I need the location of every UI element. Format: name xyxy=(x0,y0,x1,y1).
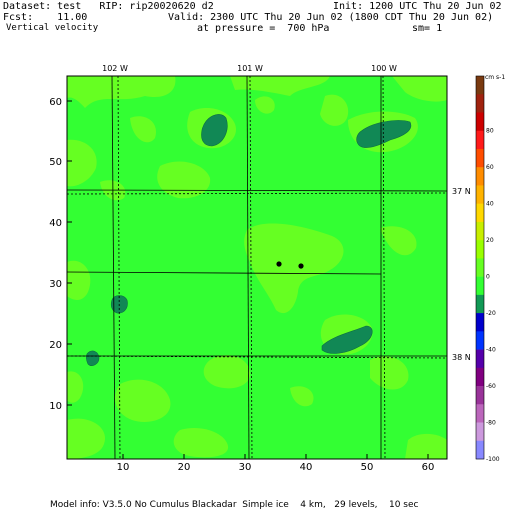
colorbar-label: -100 xyxy=(486,456,500,463)
colorbar-swatch xyxy=(476,148,484,168)
colorbar-swatch xyxy=(476,331,484,350)
colorbar-label: 40 xyxy=(486,201,494,208)
colorbar-swatch xyxy=(476,386,484,405)
x-tick-20: 20 xyxy=(178,462,191,473)
x-tick-40: 40 xyxy=(300,462,313,473)
colorbar-swatch xyxy=(476,76,484,95)
y-tick-20: 20 xyxy=(49,340,62,351)
colorbar-swatch xyxy=(476,276,484,296)
colorbar-swatch xyxy=(476,221,484,241)
political-boundaries xyxy=(67,76,447,459)
dataset-label: Dataset: test RIP: rip20020620 d2 xyxy=(3,1,214,12)
colorbar-label: -20 xyxy=(486,310,496,317)
colorbar-swatch xyxy=(476,203,484,223)
colorbar: 80 60 40 20 0 -20 -40 -60 -80 -100 xyxy=(475,75,500,463)
colorbar-swatch xyxy=(476,167,484,186)
model-info: Model info: V3.5.0 No Cumulus Blackadar … xyxy=(50,500,419,510)
colorbar-swatch xyxy=(476,185,484,204)
colorbar-swatch xyxy=(476,367,484,387)
lon-label-100w: 100 W xyxy=(371,64,397,73)
downward-regions xyxy=(86,114,412,366)
colorbar-frame xyxy=(475,75,485,460)
smoothing-label: sm= 1 xyxy=(412,23,443,34)
x-tick-60: 60 xyxy=(422,462,435,473)
colorbar-swatch xyxy=(476,349,484,369)
forecast-hour-label: Fcst: 11.00 xyxy=(3,12,88,23)
colorbar-label: 0 xyxy=(486,274,490,281)
colorbar-label: 60 xyxy=(486,164,494,171)
grid-ticks xyxy=(67,100,429,459)
station-marker-1 xyxy=(276,261,282,267)
colorbar-swatch xyxy=(476,422,484,442)
velocity-field xyxy=(67,76,447,459)
station-marker-2 xyxy=(298,263,304,269)
lon-label-102w: 102 W xyxy=(102,64,128,73)
colorbar-swatch xyxy=(476,112,484,132)
pressure-level-label: at pressure = 700 hPa xyxy=(197,23,330,34)
plot-frame xyxy=(66,75,448,460)
colorbar-units: cm s-1 xyxy=(485,74,505,81)
colorbar-swatch xyxy=(476,130,484,150)
colorbar-label: 80 xyxy=(486,128,494,135)
x-tick-30: 30 xyxy=(239,462,252,473)
colorbar-swatch xyxy=(476,240,484,259)
y-tick-10: 10 xyxy=(49,401,62,412)
colorbar-swatch xyxy=(476,404,484,423)
y-tick-40: 40 xyxy=(49,218,62,229)
colorbar-swatch xyxy=(476,313,484,332)
colorbar-label: -80 xyxy=(486,420,496,427)
y-tick-30: 30 xyxy=(49,279,62,290)
colorbar-swatch xyxy=(476,258,484,277)
x-tick-10: 10 xyxy=(117,462,130,473)
lat-label-37n: 37 N xyxy=(452,187,471,196)
colorbar-swatch xyxy=(476,94,484,113)
y-tick-60: 60 xyxy=(49,97,62,108)
colorbar-label: 20 xyxy=(486,237,494,244)
init-time-label: Init: 1200 UTC Thu 20 Jun 02 xyxy=(333,1,502,12)
colorbar-swatch xyxy=(476,294,484,314)
colorbar-label: -60 xyxy=(486,383,496,390)
y-tick-50: 50 xyxy=(49,157,62,168)
variable-label: Vertical velocity xyxy=(6,23,99,33)
lon-label-101w: 101 W xyxy=(237,64,263,73)
colorbar-label: -40 xyxy=(486,347,496,354)
valid-time-label: Valid: 2300 UTC Thu 20 Jun 02 (1800 CDT … xyxy=(168,12,494,23)
lat-lon-lines xyxy=(67,76,447,459)
colorbar-swatch xyxy=(476,440,484,460)
x-tick-50: 50 xyxy=(361,462,374,473)
lat-label-38n: 38 N xyxy=(452,353,471,362)
